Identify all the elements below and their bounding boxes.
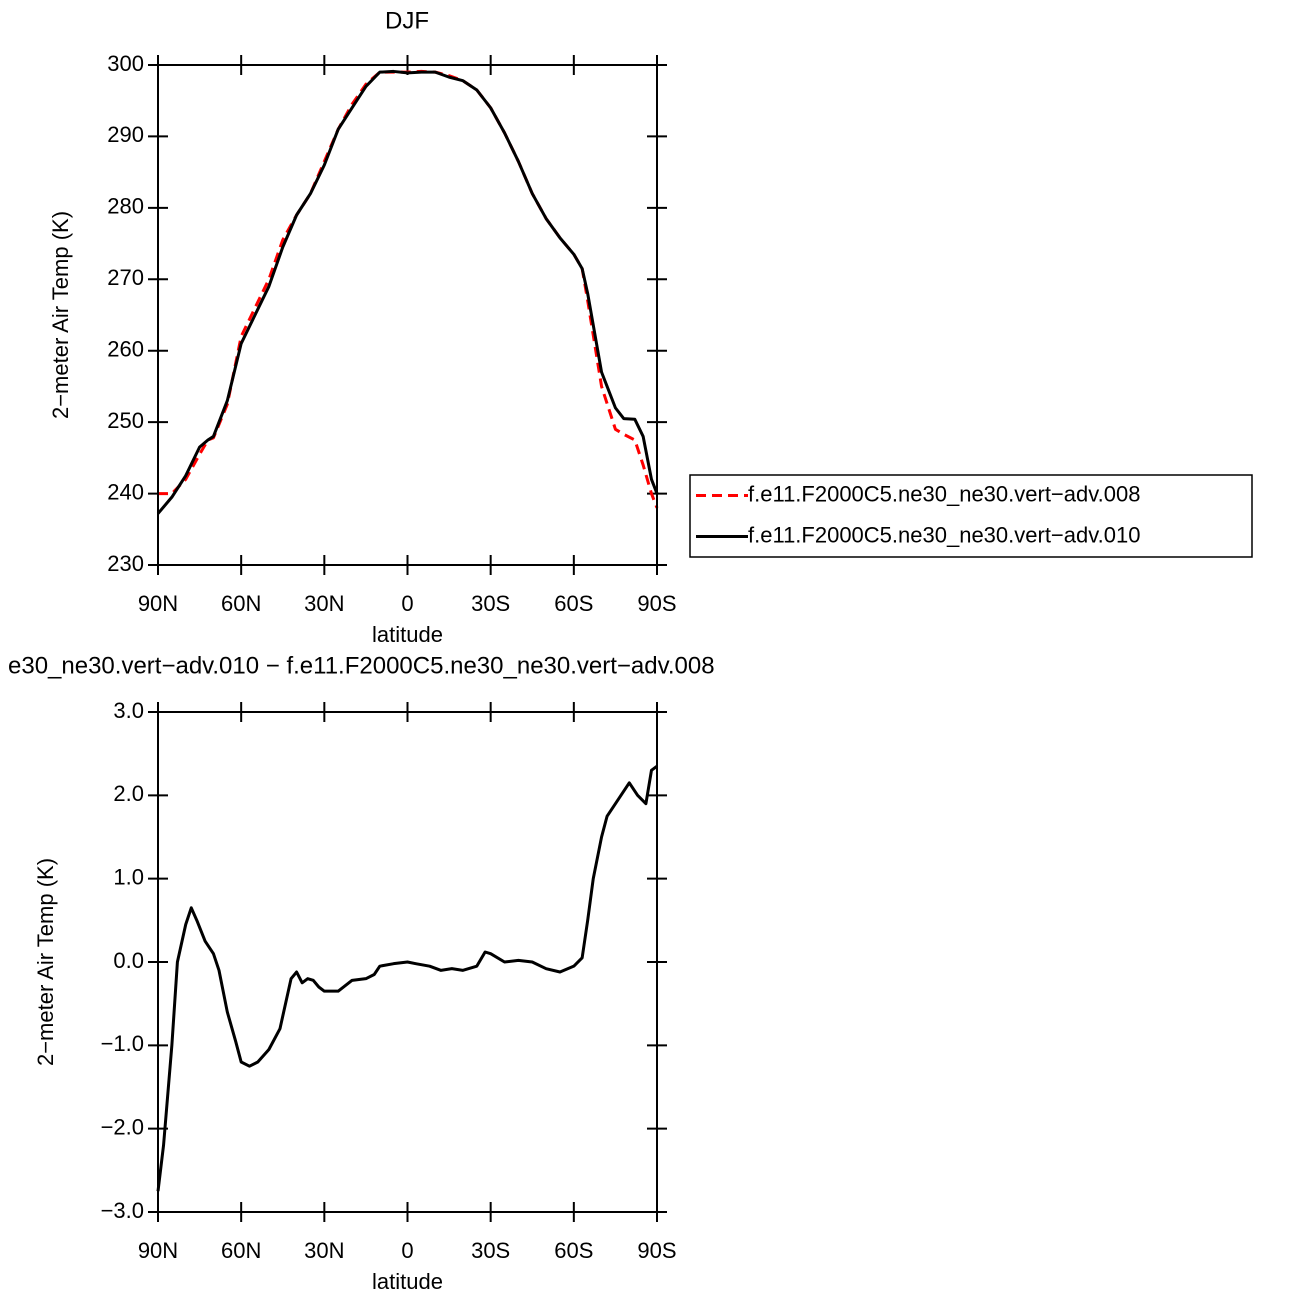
x-tick-label: 30N xyxy=(304,591,344,616)
y-tick-label: 260 xyxy=(107,337,144,362)
x-axis-label: latitude xyxy=(372,622,443,647)
x-tick-label: 30S xyxy=(471,1238,510,1263)
y-tick-label: 3.0 xyxy=(113,698,144,723)
y-tick-label: 230 xyxy=(107,551,144,576)
y-tick-label: −2.0 xyxy=(101,1114,144,1139)
y-tick-label: 290 xyxy=(107,122,144,147)
chart-title: DJF xyxy=(385,7,429,34)
data-line xyxy=(156,764,658,1192)
x-tick-label: 30N xyxy=(304,1238,344,1263)
y-tick-label: 300 xyxy=(107,51,144,76)
x-tick-label: 60N xyxy=(221,1238,261,1263)
y-tick-label: 270 xyxy=(107,265,144,290)
x-axis-label: latitude xyxy=(372,1269,443,1294)
y-axis-label: 2−meter Air Temp (K) xyxy=(33,858,58,1066)
plot-frame xyxy=(157,64,658,566)
plot-frame xyxy=(157,711,658,1213)
x-tick-label: 60S xyxy=(554,1238,593,1263)
y-axis-label: 2−meter Air Temp (K) xyxy=(48,211,73,419)
legend-label: f.e11.F2000C5.ne30_ne30.vert−adv.010 xyxy=(748,522,1140,547)
data-line xyxy=(158,69,659,509)
legend-box xyxy=(689,474,1253,558)
x-tick-label: 0 xyxy=(401,591,413,616)
y-tick-label: 250 xyxy=(107,408,144,433)
x-tick-label: 90S xyxy=(637,1238,676,1263)
y-tick-label: 2.0 xyxy=(113,781,144,806)
y-tick-label: 1.0 xyxy=(113,864,144,889)
legend-label: f.e11.F2000C5.ne30_ne30.vert−adv.008 xyxy=(748,481,1140,506)
y-tick-label: 0.0 xyxy=(113,948,144,973)
x-tick-label: 0 xyxy=(401,1238,413,1263)
x-tick-label: 30S xyxy=(471,591,510,616)
x-tick-label: 90N xyxy=(138,591,178,616)
data-line xyxy=(156,69,659,515)
y-tick-label: 280 xyxy=(107,194,144,219)
x-tick-label: 90S xyxy=(637,591,676,616)
x-tick-label: 60S xyxy=(554,591,593,616)
y-tick-label: −3.0 xyxy=(101,1198,144,1223)
x-tick-label: 90N xyxy=(138,1238,178,1263)
y-tick-label: −1.0 xyxy=(101,1031,144,1056)
y-tick-label: 240 xyxy=(107,479,144,504)
x-tick-label: 60N xyxy=(221,591,261,616)
chart-title: e30_ne30.vert−adv.010 − f.e11.F2000C5.ne… xyxy=(8,652,715,679)
